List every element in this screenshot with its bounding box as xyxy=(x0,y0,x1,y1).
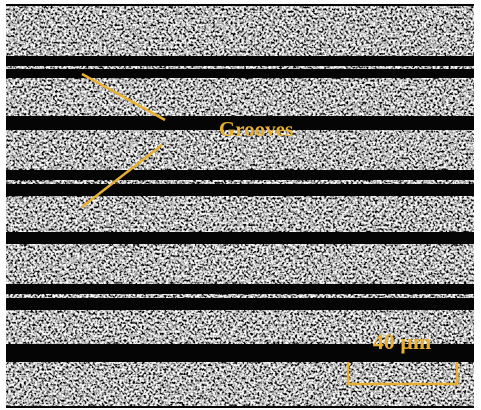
band xyxy=(6,196,474,232)
band xyxy=(6,6,474,56)
band-thin xyxy=(6,180,474,184)
band-thin xyxy=(6,294,474,298)
micrograph: Grooves 40 µm xyxy=(0,0,481,410)
band xyxy=(6,244,474,284)
grooves-label: Grooves xyxy=(219,117,293,141)
band-thin xyxy=(6,66,474,69)
scale-bar-label: 40 µm xyxy=(373,329,432,354)
page: Grooves 40 µm (() => { const data = JSON… xyxy=(0,0,481,410)
band xyxy=(6,78,474,116)
